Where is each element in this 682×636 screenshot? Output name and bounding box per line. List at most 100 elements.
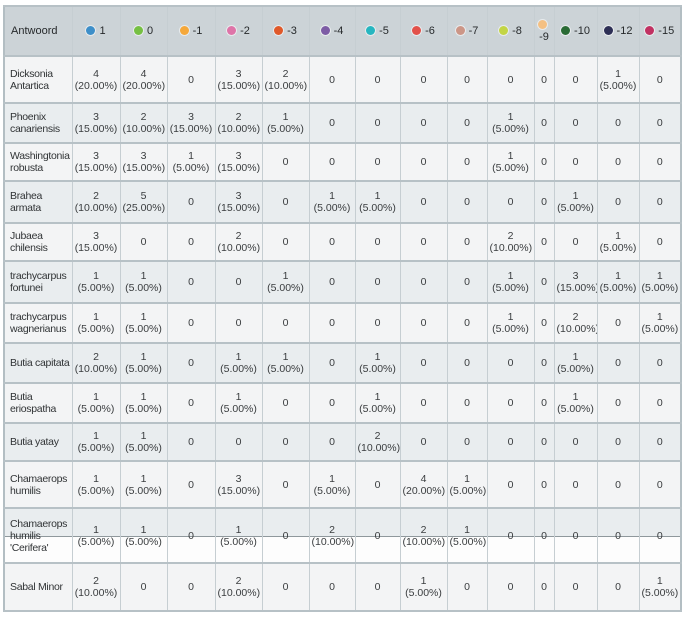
count-cell: 2 (10.00%) bbox=[214, 222, 263, 262]
count-cell: 0 bbox=[533, 302, 555, 344]
count-cell: 0 bbox=[553, 55, 598, 104]
count-cell: 0 bbox=[166, 222, 216, 262]
count-cell: 0 bbox=[261, 142, 310, 182]
count-cell: 0 bbox=[638, 55, 682, 104]
count-cell: 0 bbox=[166, 422, 216, 462]
count-cell: 0 bbox=[638, 342, 682, 384]
count-cell: 0 bbox=[486, 382, 535, 424]
table-row: Dicksonia Antartica 4 (20.00%) 4 (20.00%) 0 3(… bbox=[3, 55, 682, 104]
count-cell: 0 bbox=[261, 507, 310, 564]
table-row: Jubaea chilensis 3 (15.00%) 0 0 2 (10.00%) 0 0 0 0… bbox=[3, 222, 682, 262]
count-cell: 0 bbox=[638, 222, 682, 262]
dot-peach-icon bbox=[537, 20, 547, 29]
count-cell: 0 bbox=[553, 562, 598, 612]
count-cell: 0 bbox=[486, 562, 535, 612]
count-cell: 0 bbox=[486, 55, 535, 104]
count-cell: 1 (5.00%) bbox=[596, 222, 640, 262]
dot-crimson-icon bbox=[645, 26, 655, 35]
count-cell: 3 (15.00%) bbox=[71, 102, 121, 144]
count-cell: 3 (15.00%) bbox=[71, 142, 121, 182]
count-cell: 0 bbox=[354, 507, 401, 564]
count-cell: 1 (5.00%) bbox=[119, 382, 168, 424]
count-cell: 1 (5.00%) bbox=[71, 302, 121, 344]
answer-label: Butia eriospatha bbox=[3, 382, 73, 424]
answer-label: Washingtonia robusta bbox=[3, 142, 73, 182]
count-cell: 3 (15.00%) bbox=[214, 460, 263, 509]
count-cell: 0 bbox=[308, 260, 356, 304]
column-header-label: -3 bbox=[287, 25, 297, 37]
count-cell: 1 (5.00%) bbox=[354, 342, 401, 384]
table-row: Chamaerops humilis 'Cerifera' 1 (5.00%) 1 (5… bbox=[3, 507, 682, 564]
column-header--7: -7 bbox=[446, 5, 488, 57]
answer-label: Jubaea chilensis bbox=[3, 222, 73, 262]
count-cell: 2 (10.00%) bbox=[486, 222, 535, 262]
count-cell: 0 bbox=[308, 142, 356, 182]
count-cell: 1 (5.00%) bbox=[446, 460, 488, 509]
count-cell: 1 (5.00%) bbox=[638, 562, 682, 612]
count-cell: 1 (5.00%) bbox=[486, 302, 535, 344]
count-cell: 0 bbox=[446, 180, 488, 224]
count-cell: 0 bbox=[533, 507, 555, 564]
count-cell: 0 bbox=[596, 142, 640, 182]
answer-label: Sabal Minor bbox=[3, 562, 73, 612]
count-cell: 1 (5.00%) bbox=[119, 460, 168, 509]
bottom-whitespace bbox=[0, 612, 682, 632]
count-cell: 0 bbox=[596, 507, 640, 564]
count-cell: 1 (5.00%) bbox=[553, 342, 598, 384]
count-cell: 0 bbox=[596, 422, 640, 462]
dot-pink-icon bbox=[227, 26, 237, 35]
count-cell: 1 (5.00%) bbox=[354, 382, 401, 424]
count-cell: 1 (5.00%) bbox=[214, 342, 263, 384]
count-cell: 0 bbox=[446, 382, 488, 424]
count-cell: 0 bbox=[553, 507, 598, 564]
count-cell: 0 bbox=[308, 302, 356, 344]
count-cell: 0 bbox=[166, 55, 216, 104]
count-cell: 0 bbox=[399, 180, 448, 224]
count-cell: 1 (5.00%) bbox=[71, 507, 121, 564]
answer-label: Butia capitata bbox=[3, 342, 73, 384]
table-row: Brahea armata 2 (10.00%) 5 (25.00%) 0 3 (15.00%… bbox=[3, 180, 682, 224]
count-cell: 0 bbox=[446, 222, 488, 262]
count-cell: 3 (15.00%) bbox=[214, 180, 263, 224]
count-cell: 1 (5.00%) bbox=[308, 460, 356, 509]
count-cell: 0 bbox=[261, 562, 310, 612]
count-cell: 0 bbox=[308, 55, 356, 104]
count-cell: 0 bbox=[308, 562, 356, 612]
column-header-label: -7 bbox=[468, 25, 479, 37]
count-cell: 0 bbox=[261, 422, 310, 462]
column-header--8: -8 bbox=[486, 5, 535, 57]
count-cell: 0 bbox=[308, 222, 356, 262]
count-cell: 1 (5.00%) bbox=[354, 180, 401, 224]
count-cell: 2 (10.00%) bbox=[214, 102, 263, 144]
table-row: trachycarpus wagnerianus 1 (5.00%) 1 (5.00%)… bbox=[3, 302, 682, 344]
answer-label: Chamaerops humilis 'Cerifera' bbox=[3, 507, 73, 564]
count-cell: 1 (5.00%) bbox=[119, 507, 168, 564]
dot-tan-icon bbox=[455, 26, 465, 35]
count-cell: 0 bbox=[446, 102, 488, 144]
count-cell: 2 (10.00%) bbox=[214, 562, 263, 612]
count-cell: 0 bbox=[533, 382, 555, 424]
table-row: Butia eriospatha 1 (5.00%) 1 (5.00%) 0 1 (5.00%… bbox=[3, 382, 682, 424]
count-cell: 1 (5.00%) bbox=[553, 180, 598, 224]
count-cell: 0 bbox=[446, 302, 488, 344]
answers-table: Antwoord 1 0 -1 -2 -3 -4 -5 -6 -7 -8 -9 -10 -12 -15 D… bbox=[3, 5, 682, 612]
count-cell: 0 bbox=[596, 302, 640, 344]
count-cell: 1 (5.00%) bbox=[261, 342, 310, 384]
count-cell: 0 bbox=[166, 180, 216, 224]
count-cell: 0 bbox=[166, 562, 216, 612]
count-cell: 0 bbox=[638, 422, 682, 462]
count-cell: 0 bbox=[638, 460, 682, 509]
dot-darkgreen-icon bbox=[561, 26, 571, 35]
count-cell: 0 bbox=[119, 562, 168, 612]
dot-navy-icon bbox=[603, 26, 613, 35]
count-cell: 0 bbox=[446, 342, 488, 384]
count-cell: 0 bbox=[533, 460, 555, 509]
count-cell: 1 (5.00%) bbox=[596, 55, 640, 104]
count-cell: 1 (5.00%) bbox=[553, 382, 598, 424]
count-cell: 1 (5.00%) bbox=[261, 102, 310, 144]
count-cell: 2 (10.00%) bbox=[119, 102, 168, 144]
count-cell: 0 bbox=[533, 180, 555, 224]
count-cell: 1 (5.00%) bbox=[119, 342, 168, 384]
column-header-label: -10 bbox=[574, 25, 590, 37]
results-table-container: Antwoord 1 0 -1 -2 -3 -4 -5 -6 -7 -8 -9 -10 -12 -15 D… bbox=[3, 5, 682, 612]
